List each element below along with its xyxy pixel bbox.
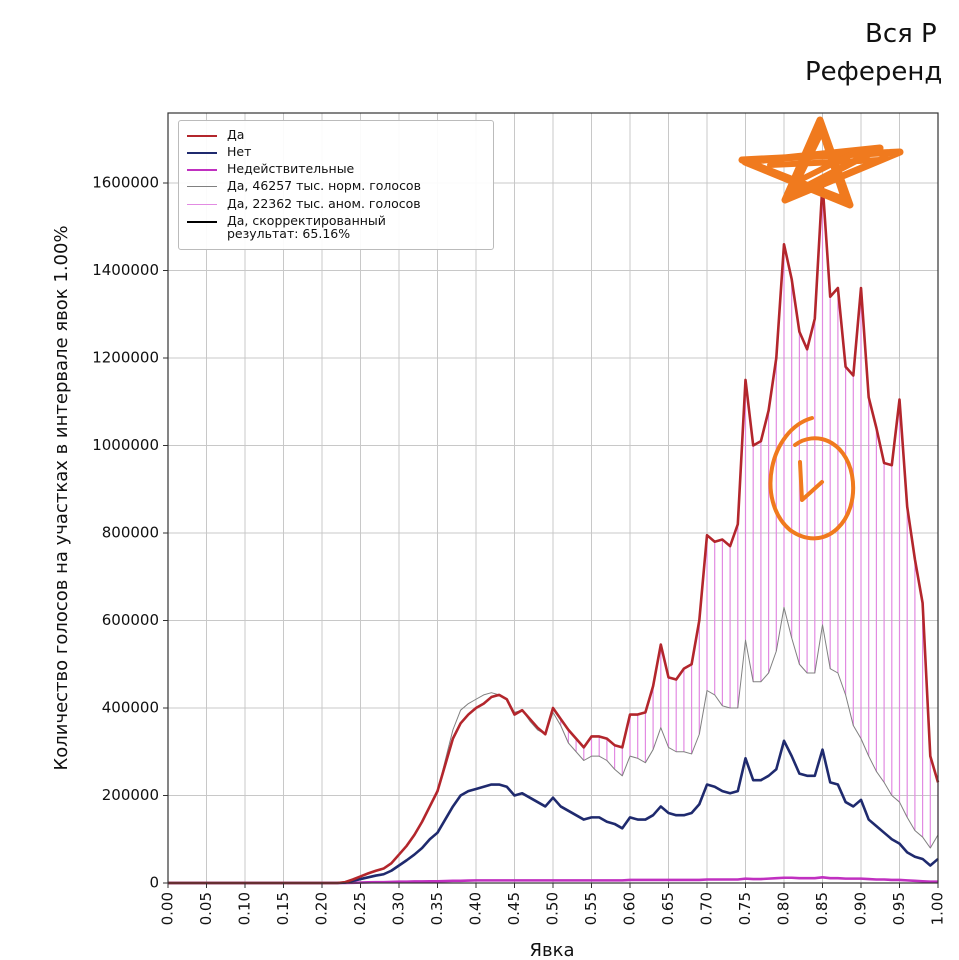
legend-item: Да [185,128,487,141]
ticks: 0 200000 400000 600000 800000 1000000 1200000 1… [92,174,946,926]
y-tick-label: 1400000 [92,261,159,279]
x-tick-label: 0.90 [852,892,870,925]
legend-item: Да, скорректированный результат: 65.16% [185,212,487,241]
legend-label: Недействительные [227,161,355,177]
circle-scribble [798,460,824,502]
chart-title: Референд [805,57,942,87]
x-tick-label: 0.15 [274,892,292,925]
legend-item: Нет [185,145,487,158]
y-tick-label: 1600000 [92,174,159,192]
star-scribble [738,116,904,209]
y-tick-label: 1000000 [92,436,159,454]
x-tick-label: 0.65 [659,892,677,925]
legend-item: Да, 46257 тыс. норм. голосов [185,178,487,194]
legend-swatch [187,135,217,137]
legend-label: Нет [227,144,252,160]
x-tick-label: 0.80 [775,892,793,925]
y-axis-label: Количество голосов на участках в интерва… [51,225,72,770]
x-tick-label: 0.70 [698,892,716,925]
legend-swatch [187,220,217,223]
x-tick-label: 0.30 [390,892,408,925]
legend-swatch [187,152,217,155]
legend-item: Да, 22362 тыс. аном. голосов [185,195,487,211]
y-tick-label: 400000 [102,699,159,717]
x-tick-label: 1.00 [929,892,947,925]
x-tick-label: 0.85 [813,892,831,925]
legend-label: Да [227,127,245,142]
y-tick-label: 800000 [102,524,159,542]
x-tick-label: 0.45 [505,892,523,925]
legend-label: Да, 22362 тыс. аном. голосов [227,195,421,211]
x-tick-label: 0.75 [736,892,754,925]
x-tick-label: 0.50 [544,892,562,925]
y-tick-label: 600000 [102,611,159,629]
x-axis-label: Явка [529,940,574,960]
x-tick-label: 0.00 [159,892,177,925]
y-tick-label: 1200000 [92,349,159,367]
hand-annotations [738,116,904,541]
legend-item: Недействительные [185,162,487,175]
legend-swatch [187,169,217,172]
x-tick-label: 0.05 [197,892,215,925]
circle-scribble [768,416,856,541]
y-tick-label: 0 [149,874,159,892]
legend-swatch [187,186,217,188]
y-tick-label: 200000 [102,786,159,804]
x-tick-label: 0.40 [467,892,485,925]
legend-label: Да, скорректированный результат: 65.16% [227,212,386,241]
legend-label: Да, 46257 тыс. норм. голосов [227,178,421,194]
legend-swatch [187,203,217,205]
x-tick-label: 0.60 [621,892,639,925]
x-tick-label: 0.10 [236,892,254,925]
star-scribble [767,147,883,183]
x-tick-label: 0.25 [351,892,369,925]
x-tick-label: 0.35 [428,892,446,925]
chart-title: Вся Р [865,19,937,49]
x-tick-label: 0.95 [890,892,908,925]
legend: Да Нет Недействительные Да, 46257 тыс. норм… [178,120,494,250]
x-tick-label: 0.20 [313,892,331,925]
x-tick-label: 0.55 [582,892,600,925]
